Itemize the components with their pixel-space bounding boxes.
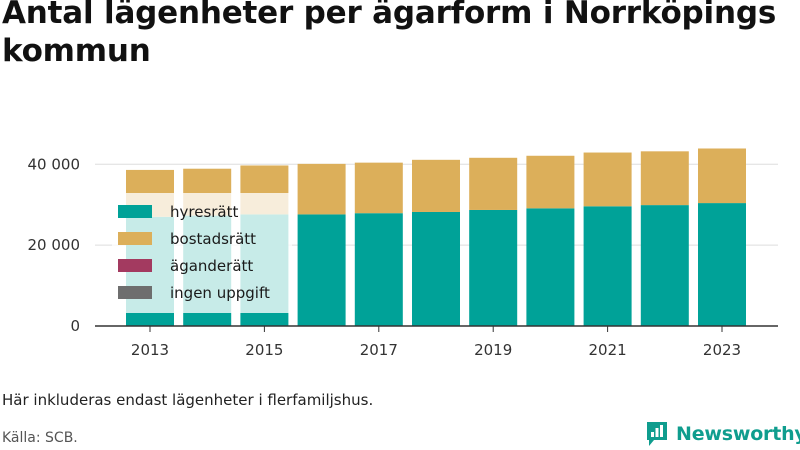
bar-hyresratt-2017 xyxy=(354,213,403,326)
bar-bostadsratt-2018 xyxy=(412,159,460,212)
legend: hyresrätt bostadsrätt äganderätt ingen uppg… xyxy=(112,193,292,313)
legend-swatch-hyresratt xyxy=(118,205,152,218)
bar-bostadsratt-2022 xyxy=(640,151,689,206)
bar-hyresratt-2021 xyxy=(583,206,632,326)
source-label: Källa: SCB. xyxy=(2,430,78,446)
newsworthy-logo-icon xyxy=(647,422,667,446)
legend-label-hyresratt: hyresrätt xyxy=(170,203,239,221)
legend-swatch-bostadsratt xyxy=(118,232,152,245)
chart-title: Antal lägenheter per ägarform i Norrköpi… xyxy=(2,0,777,69)
x-tick-label: 2013 xyxy=(131,341,169,359)
x-tick-label: 2017 xyxy=(360,341,398,359)
newsworthy-logo: Newsworthy xyxy=(645,420,800,448)
bar-hyresratt-2023 xyxy=(698,203,746,326)
x-tick-label: 2023 xyxy=(703,341,741,359)
legend-label-ingen_uppgift: ingen uppgift xyxy=(170,284,270,302)
x-tick-label: 2019 xyxy=(474,341,512,359)
bar-bostadsratt-2019 xyxy=(469,157,518,210)
legend-label-bostadsratt: bostadsrätt xyxy=(170,230,256,248)
stacked-bar-chart: 2013 2015 2017 2019 2021 2023 0 20 000 40 000 hy… xyxy=(28,148,778,359)
bar-bostadsratt-2021 xyxy=(583,152,632,207)
bar-hyresratt-2016 xyxy=(297,214,346,326)
bar-hyresratt-2020 xyxy=(526,208,575,326)
legend-swatch-aganderatt xyxy=(118,259,152,272)
bar-bostadsratt-2020 xyxy=(526,155,575,209)
bar-hyresratt-2019 xyxy=(469,209,518,326)
y-tick-label: 20 000 xyxy=(28,236,81,254)
legend-swatch-ingen_uppgift xyxy=(118,286,152,299)
bar-bostadsratt-2016 xyxy=(297,163,346,215)
bar-bostadsratt-2017 xyxy=(354,162,403,214)
bar-bostadsratt-2023 xyxy=(698,148,746,204)
chart-note: Här inkluderas endast lägenheter i flerf… xyxy=(2,391,374,409)
y-tick-label: 40 000 xyxy=(28,155,81,173)
bar-hyresratt-2018 xyxy=(412,211,460,326)
brand-name: Newsworthy xyxy=(676,423,800,445)
legend-label-aganderatt: äganderätt xyxy=(170,257,253,275)
bar-hyresratt-2022 xyxy=(640,205,689,326)
x-tick-label: 2021 xyxy=(589,341,627,359)
x-tick-label: 2015 xyxy=(245,341,283,359)
y-tick-label: 0 xyxy=(70,317,80,335)
axes: 2013 2015 2017 2019 2021 2023 0 20 000 40 000 xyxy=(28,155,778,359)
